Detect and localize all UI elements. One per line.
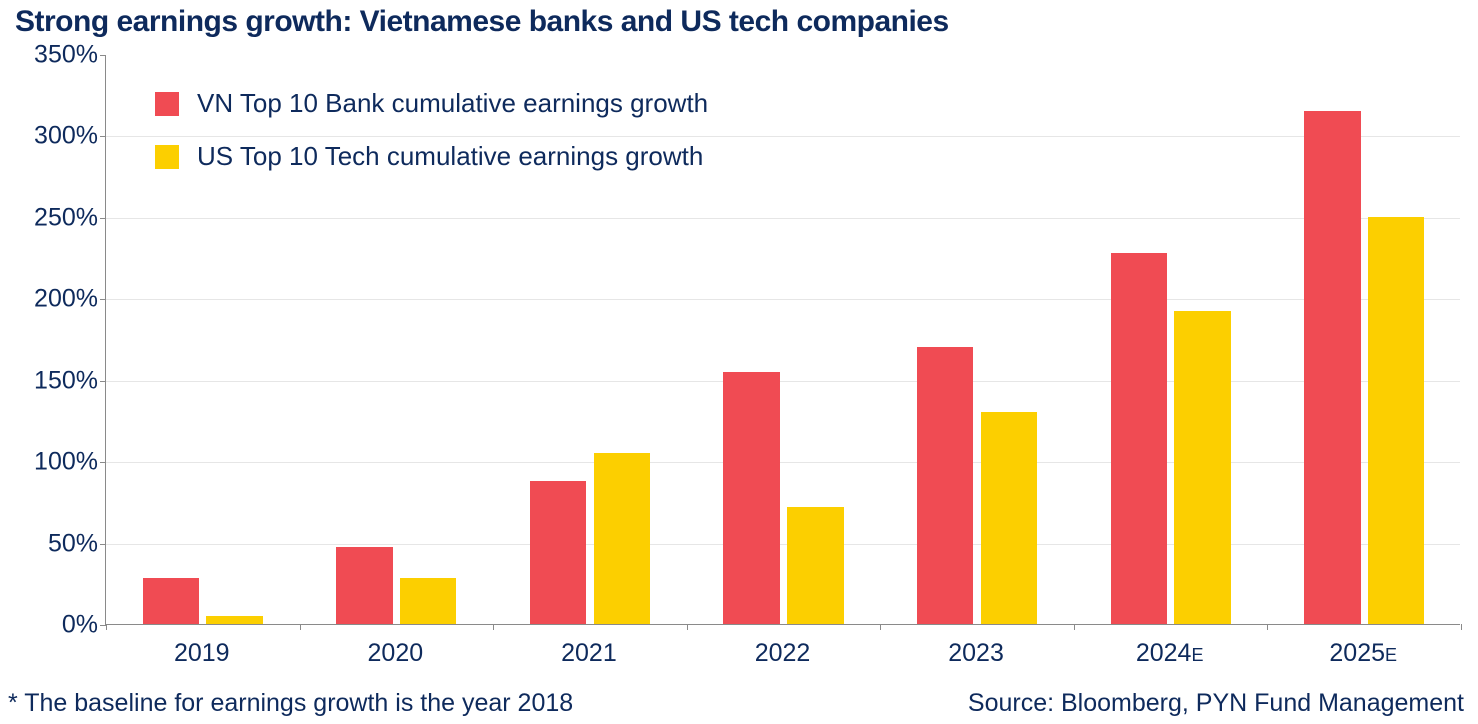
bar <box>917 347 973 624</box>
y-axis-tick <box>100 381 106 382</box>
chart-container: Strong earnings growth: Vietnamese banks… <box>0 0 1478 724</box>
x-axis-tick <box>106 624 107 630</box>
y-axis-tick <box>100 299 106 300</box>
legend-item: US Top 10 Tech cumulative earnings growt… <box>155 141 708 172</box>
gridline <box>106 381 1460 382</box>
legend: VN Top 10 Bank cumulative earnings growt… <box>155 88 708 194</box>
bar <box>206 616 262 624</box>
x-axis-tick <box>1461 624 1462 630</box>
chart-title: Strong earnings growth: Vietnamese banks… <box>15 5 949 39</box>
bar <box>143 578 199 624</box>
bar <box>530 481 586 624</box>
x-axis-tick <box>687 624 688 630</box>
bar <box>594 453 650 624</box>
y-axis-tick <box>100 136 106 137</box>
x-axis-label: 2022 <box>755 639 811 668</box>
x-axis-label: 2023 <box>948 639 1004 668</box>
footnote-source: Source: Bloomberg, PYN Fund Management <box>968 689 1464 718</box>
legend-item: VN Top 10 Bank cumulative earnings growt… <box>155 88 708 119</box>
footnote-baseline: * The baseline for earnings growth is th… <box>8 689 573 718</box>
gridline <box>106 218 1460 219</box>
y-axis-label: 50% <box>48 529 98 558</box>
legend-swatch <box>155 92 179 116</box>
x-axis-label: 2020 <box>368 639 424 668</box>
legend-swatch <box>155 145 179 169</box>
legend-label: VN Top 10 Bank cumulative earnings growt… <box>197 88 708 119</box>
y-axis-label: 100% <box>34 448 98 477</box>
x-axis-label: 2021 <box>561 639 617 668</box>
bar <box>981 412 1037 624</box>
y-axis-label: 200% <box>34 285 98 314</box>
bar <box>723 372 779 624</box>
gridline <box>106 462 1460 463</box>
bar <box>400 578 456 624</box>
x-axis-label: 2024E <box>1136 639 1204 668</box>
bar <box>1174 311 1230 624</box>
bar <box>1368 217 1424 624</box>
x-axis-tick <box>880 624 881 630</box>
bar <box>336 547 392 624</box>
y-axis-tick <box>100 462 106 463</box>
x-axis-tick <box>493 624 494 630</box>
y-axis-label: 250% <box>34 203 98 232</box>
y-axis-label: 300% <box>34 122 98 151</box>
y-axis-tick <box>100 218 106 219</box>
gridline <box>106 544 1460 545</box>
y-axis-tick <box>100 55 106 56</box>
x-axis-tick <box>1267 624 1268 630</box>
bar <box>1111 253 1167 624</box>
x-axis-tick <box>300 624 301 630</box>
y-axis-label: 0% <box>62 611 98 640</box>
x-axis-label: 2025E <box>1329 639 1397 668</box>
y-axis-tick <box>100 544 106 545</box>
x-axis-label: 2019 <box>174 639 230 668</box>
bar <box>787 507 843 624</box>
x-axis-tick <box>1074 624 1075 630</box>
y-axis-label: 150% <box>34 366 98 395</box>
y-axis-label: 350% <box>34 41 98 70</box>
bar <box>1304 111 1360 624</box>
gridline <box>106 299 1460 300</box>
legend-label: US Top 10 Tech cumulative earnings growt… <box>197 141 703 172</box>
